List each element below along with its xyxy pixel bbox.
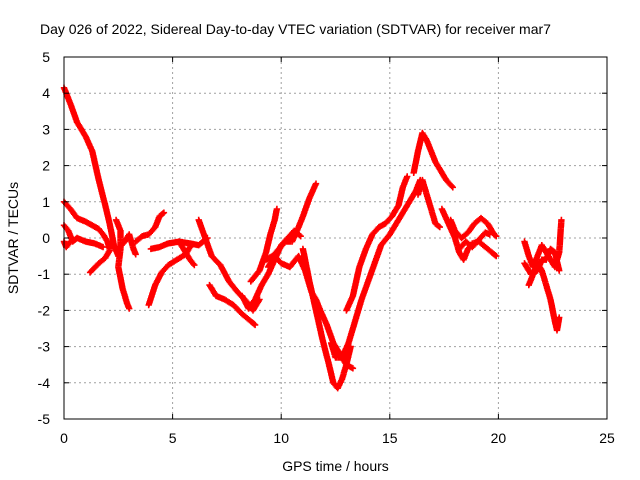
y-tick-label: -1	[38, 266, 51, 282]
plus-markers	[112, 216, 133, 312]
plus-markers	[175, 238, 198, 269]
y-axis-label: SDTVAR / TECUs	[5, 182, 21, 294]
y-tick-label: 0	[42, 230, 50, 246]
series-track-19	[328, 176, 424, 361]
x-axis-label: GPS time / hours	[282, 458, 389, 474]
data-marks	[60, 84, 565, 392]
series-track-6	[112, 216, 133, 312]
y-tick-label: -5	[38, 411, 51, 427]
plus-markers	[410, 129, 456, 191]
series-track-5	[86, 247, 113, 276]
series-track-7	[115, 231, 139, 258]
series-track-20	[343, 173, 411, 314]
plus-markers	[86, 247, 113, 276]
y-tick-label: -3	[38, 339, 51, 355]
x-tick-label: 5	[169, 430, 177, 446]
x-tick-label: 25	[599, 430, 615, 446]
y-tick-label: 1	[42, 194, 50, 210]
x-tick-label: 15	[382, 430, 398, 446]
y-tick-label: 2	[42, 158, 50, 174]
series-track-8	[132, 209, 168, 245]
plus-markers	[206, 281, 259, 329]
chart-title: Day 026 of 2022, Sidereal Day-to-day VTE…	[40, 21, 551, 37]
plus-markers	[247, 205, 281, 285]
plus-markers	[447, 214, 500, 242]
plus-markers	[525, 260, 563, 334]
series-track-21	[410, 129, 456, 191]
axis-ticks: 0 5 10 15 20 25 -5 -4 -3 -2 -1 0 1 2 3 4 5	[38, 49, 615, 446]
series-track-18	[299, 245, 354, 392]
y-tick-label: -4	[38, 375, 51, 391]
series-track-28	[525, 260, 563, 334]
x-tick-label: 0	[60, 430, 68, 446]
y-tick-label: -2	[38, 302, 51, 318]
plus-markers	[328, 176, 424, 361]
plus-markers	[132, 209, 168, 245]
y-tick-label: 4	[42, 85, 50, 101]
series-track-13	[206, 281, 259, 329]
series-track-25	[456, 229, 493, 253]
series-track-24	[447, 214, 500, 242]
plus-markers	[414, 176, 443, 231]
x-tick-label: 20	[491, 430, 507, 446]
plus-markers	[115, 231, 139, 258]
series-track-22	[414, 176, 443, 231]
series-track-15	[247, 205, 281, 285]
plus-markers	[343, 173, 411, 314]
plus-markers	[456, 229, 493, 253]
x-tick-label: 10	[273, 430, 289, 446]
plus-markers	[299, 245, 354, 392]
y-tick-label: 5	[42, 49, 50, 65]
series-track-11	[175, 238, 198, 269]
y-tick-label: 3	[42, 121, 50, 137]
